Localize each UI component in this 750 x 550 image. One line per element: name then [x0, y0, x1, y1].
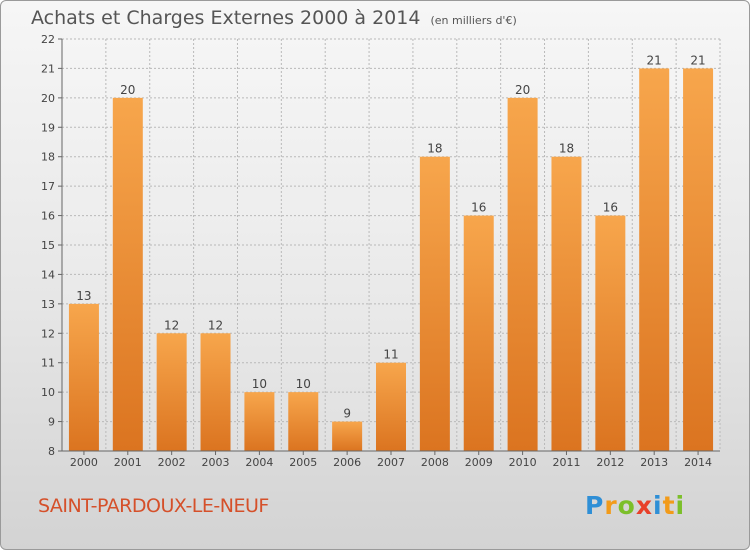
- x-tick-label: 2011: [552, 456, 580, 469]
- x-tick-label: 2010: [509, 456, 537, 469]
- x-tick-label: 2004: [245, 456, 273, 469]
- x-tick-label: 2009: [465, 456, 493, 469]
- x-tick-label: 2006: [333, 456, 361, 469]
- logo-letter: r: [604, 491, 618, 520]
- bar-value-label: 12: [164, 318, 179, 332]
- y-tick-label: 21: [41, 62, 55, 75]
- bar-value-label: 10: [296, 377, 311, 391]
- x-tick-label: 2005: [289, 456, 317, 469]
- y-tick-label: 12: [41, 327, 55, 340]
- bar-value-label: 16: [603, 201, 618, 215]
- bar: [551, 156, 582, 451]
- bar-value-label: 13: [76, 289, 91, 303]
- x-tick-label: 2014: [684, 456, 712, 469]
- x-tick-label: 2002: [158, 456, 186, 469]
- bar-value-label: 21: [647, 53, 662, 67]
- y-tick-label: 11: [41, 357, 55, 370]
- bar: [376, 362, 406, 451]
- y-tick-label: 19: [41, 121, 55, 134]
- title-block: Achats et Charges Externes 2000 à 2014 (e…: [31, 7, 517, 29]
- bar-value-label: 11: [383, 348, 398, 362]
- bar: [68, 303, 99, 451]
- x-tick-label: 2013: [640, 456, 668, 469]
- bar-value-label: 16: [471, 201, 486, 215]
- y-tick-label: 15: [41, 239, 55, 252]
- bar: [639, 68, 670, 451]
- logo-letter: P: [585, 491, 605, 520]
- logo-letter: o: [617, 491, 636, 520]
- bar: [463, 215, 494, 451]
- y-tick-label: 9: [48, 416, 55, 429]
- x-tick-label: 2007: [377, 456, 405, 469]
- y-tick-label: 18: [41, 151, 55, 164]
- bar-value-label: 10: [252, 377, 267, 391]
- y-tick-label: 14: [41, 268, 55, 281]
- bar-value-label: 18: [427, 142, 442, 156]
- logo-letter: t: [662, 491, 676, 520]
- bar: [288, 392, 319, 451]
- bar: [112, 97, 143, 451]
- bar: [156, 333, 187, 451]
- y-tick-label: 17: [41, 180, 55, 193]
- bar-value-label: 9: [343, 407, 351, 421]
- bar-value-label: 20: [515, 83, 530, 97]
- logo-letter: x: [635, 491, 653, 520]
- y-tick-label: 8: [48, 445, 55, 458]
- x-tick-label: 2012: [596, 456, 624, 469]
- y-tick-label: 22: [41, 33, 55, 46]
- bar: [244, 392, 275, 451]
- logo-letter: i: [675, 491, 686, 520]
- bar: [507, 97, 538, 451]
- bar: [683, 68, 714, 451]
- proxiti-logo: Proxiti: [585, 491, 685, 520]
- y-tick-label: 20: [41, 92, 55, 105]
- bar-value-label: 18: [559, 142, 574, 156]
- bar-value-label: 20: [120, 83, 135, 97]
- bar-value-label: 21: [690, 53, 705, 67]
- chart-subtitle: (en milliers d'€): [430, 14, 517, 27]
- bar-value-label: 12: [208, 318, 223, 332]
- commune-name: SAINT-PARDOUX-LE-NEUF: [38, 495, 269, 517]
- x-tick-label: 2003: [202, 456, 230, 469]
- x-tick-label: 2001: [114, 456, 142, 469]
- x-tick-label: 2000: [70, 456, 98, 469]
- bar: [419, 156, 450, 451]
- y-tick-label: 10: [41, 386, 55, 399]
- x-tick-label: 2008: [421, 456, 449, 469]
- logo-letter: i: [653, 491, 663, 520]
- y-tick-label: 13: [41, 298, 55, 311]
- y-tick-label: 16: [41, 210, 55, 223]
- chart-title: Achats et Charges Externes 2000 à 2014: [31, 7, 421, 29]
- bar: [595, 215, 626, 451]
- bar: [332, 421, 363, 451]
- bar: [200, 333, 231, 451]
